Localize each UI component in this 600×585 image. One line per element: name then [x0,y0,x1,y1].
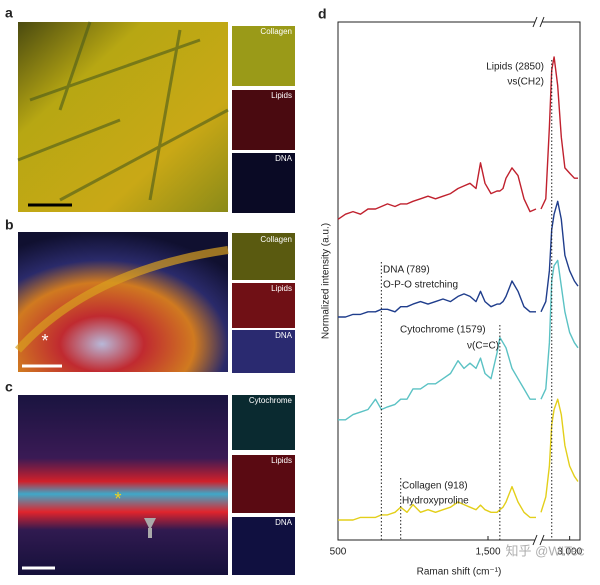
spectrum [338,336,536,421]
panel-label: a [5,5,13,21]
x-axis-label: Raman shift (cm⁻¹) [417,567,502,578]
inset-label: Lipids [271,91,292,100]
inset [232,455,295,513]
inset [232,233,295,280]
y-axis-label: Normalized intensity (a.u.) [321,223,332,339]
inset-label: Lipids [271,456,292,465]
inset [232,153,295,213]
image [18,22,228,212]
marker: * [41,331,48,351]
inset [232,395,295,450]
inset [232,517,295,575]
inset [232,330,295,373]
spectrum [338,280,536,318]
annotation: Cytochrome (1579) [400,325,486,336]
axis-break [532,16,545,28]
inset-label: DNA [275,331,293,340]
texture [15,246,229,353]
inset [232,26,295,86]
spectrum [338,485,536,521]
x-tick-label: 3,000 [557,547,582,558]
annotation: DNA (789) [383,265,430,276]
watermark: 知乎 @WITec [506,543,585,558]
panel-label: d [318,6,327,22]
inset-label: Lipids [271,284,292,293]
annotation: Lipids (2850) [486,62,544,73]
inset-label: DNA [275,154,293,163]
arrow [148,528,152,538]
axis-break-gap [535,536,542,544]
x-tick-label: 500 [330,547,347,558]
spectrum [540,56,578,210]
spectrum [540,398,579,513]
annotation: ν(C=C) [467,341,499,352]
image [18,395,228,575]
spectrum [540,200,579,313]
axis-break-gap [535,18,542,26]
annotation: νs(CH2) [507,77,544,88]
annotation: Hydroxyproline [402,496,469,507]
inset-label: Collagen [260,27,292,36]
annotation: O-P-O stretching [383,280,458,291]
inset-label: DNA [275,518,293,527]
spectrum [540,259,579,400]
inset [232,90,295,150]
panel-label: c [5,379,13,395]
x-tick-label: 1,500 [475,547,500,558]
panel-a [17,21,295,213]
panel-b [15,232,295,373]
panel-label: b [5,217,14,233]
axis-break [532,534,545,546]
plot-frame [337,21,581,541]
arrow [144,518,156,530]
inset-label: Cytochrome [249,396,293,405]
marker: * [114,489,121,509]
inset [232,283,295,328]
annotation: Collagen (918) [402,481,468,492]
spectrum [337,162,537,220]
panel-c [18,395,295,575]
texture [17,21,229,202]
inset-label: Collagen [260,235,292,244]
